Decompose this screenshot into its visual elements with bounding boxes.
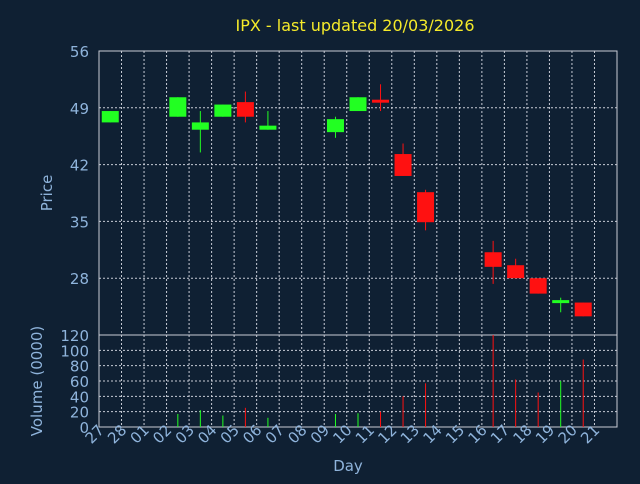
candle-body xyxy=(372,99,390,103)
candles xyxy=(101,84,592,317)
candle-body xyxy=(214,104,232,117)
candle-body xyxy=(507,265,525,279)
candle-body xyxy=(349,97,367,112)
volume-tick-label: 60 xyxy=(70,373,89,391)
volume-tick-label: 0 xyxy=(79,419,89,437)
volume-tick-label: 20 xyxy=(70,404,89,422)
candle-body xyxy=(236,102,254,117)
volume-axis-label: Volume (0000) xyxy=(28,326,46,436)
volume-bars xyxy=(177,335,584,427)
candle-body xyxy=(191,122,209,130)
volume-tick-label: 120 xyxy=(60,327,89,345)
candle-body xyxy=(417,192,435,223)
candle-body xyxy=(574,302,592,317)
price-tick-label: 35 xyxy=(70,213,89,231)
chart-title: IPX - last updated 20/03/2026 xyxy=(235,16,474,35)
candle-body xyxy=(259,125,277,130)
tick-labels: 2835424956020406080100120272801020304050… xyxy=(60,43,603,447)
grid-lines xyxy=(99,51,617,427)
candle-body xyxy=(326,119,344,133)
volume-tick-label: 80 xyxy=(70,358,89,376)
volume-tick-label: 100 xyxy=(60,342,89,360)
price-tick-label: 42 xyxy=(70,157,89,175)
candle-body xyxy=(169,97,187,117)
candle-body xyxy=(394,154,412,176)
candle-body xyxy=(484,252,502,267)
price-axis-label: Price xyxy=(38,175,56,212)
candle-body xyxy=(101,111,119,123)
x-tick-label: 21 xyxy=(577,421,603,447)
candle-body xyxy=(529,278,547,294)
price-tick-label: 28 xyxy=(70,270,89,288)
price-tick-label: 49 xyxy=(70,100,89,118)
x-axis-label: Day xyxy=(333,457,363,475)
candle-body xyxy=(552,300,570,304)
volume-tick-label: 40 xyxy=(70,388,89,406)
price-tick-label: 56 xyxy=(70,43,89,61)
